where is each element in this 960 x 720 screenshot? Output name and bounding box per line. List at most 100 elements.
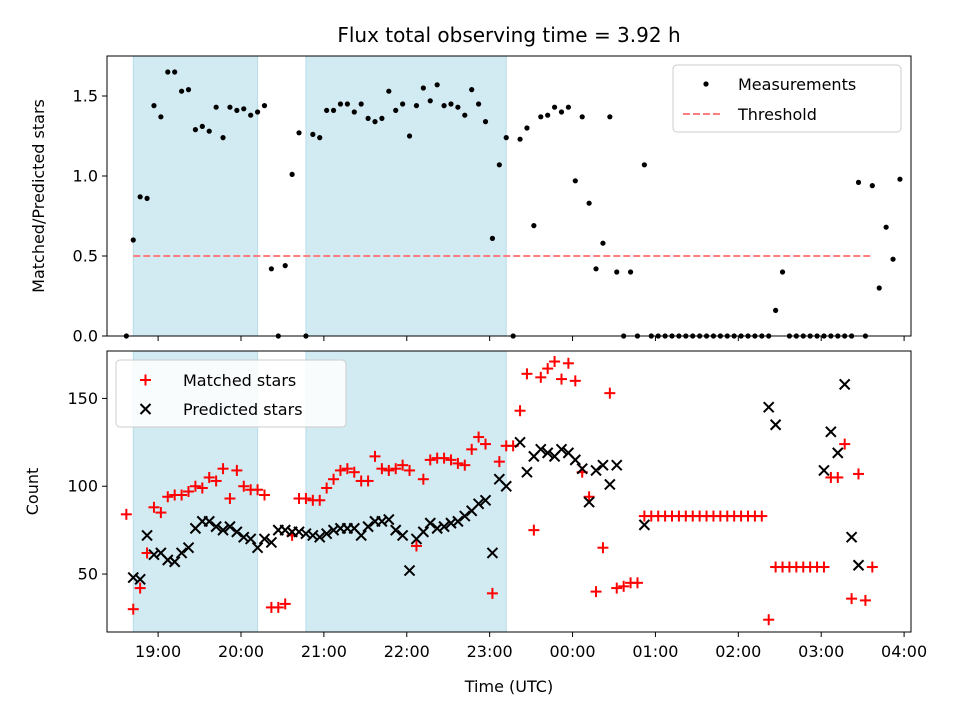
matched-star-marker bbox=[590, 586, 602, 598]
measurement-point bbox=[469, 87, 475, 93]
measurement-point bbox=[773, 307, 779, 313]
matched-star-marker bbox=[604, 387, 616, 399]
matched-star-marker bbox=[542, 363, 554, 375]
matched-star-marker bbox=[417, 473, 429, 485]
top-axes-frame bbox=[106, 55, 912, 337]
legend-dot-marker bbox=[703, 81, 709, 87]
measurement-point bbox=[607, 114, 613, 120]
bottom-y-tick-label: 100 bbox=[67, 477, 98, 496]
measurement-point bbox=[496, 162, 502, 168]
measurement-point bbox=[165, 69, 171, 75]
predicted-star-marker bbox=[459, 510, 471, 522]
predicted-star-marker bbox=[134, 573, 146, 586]
matched-star-marker bbox=[369, 450, 381, 462]
x-tick-label: 20:00 bbox=[218, 642, 264, 661]
matched-star-marker bbox=[321, 482, 333, 494]
bottom-y-tick-label: 150 bbox=[67, 389, 98, 408]
x-tick-label: 03:00 bbox=[798, 642, 844, 661]
matched-star-marker bbox=[217, 463, 229, 475]
measurement-point bbox=[310, 131, 316, 137]
bottom-axes-frame bbox=[106, 350, 912, 633]
predicted-star-marker bbox=[445, 517, 457, 529]
predicted-star-marker bbox=[238, 531, 250, 543]
predicted-star-marker bbox=[203, 515, 215, 528]
measurement-point bbox=[213, 104, 219, 110]
measurement-point bbox=[593, 266, 599, 272]
measurement-point bbox=[158, 114, 164, 120]
bottom-legend: Matched stars Predicted stars bbox=[115, 359, 347, 428]
measurement-point bbox=[869, 183, 875, 189]
measurement-point bbox=[227, 104, 233, 110]
measurement-point bbox=[448, 101, 454, 107]
predicted-star-marker bbox=[362, 520, 374, 533]
matched-star-marker bbox=[846, 593, 858, 605]
measurement-point bbox=[261, 103, 268, 109]
matched-star-marker bbox=[376, 463, 388, 475]
predicted-star-marker bbox=[396, 529, 409, 542]
matched-star-marker bbox=[252, 484, 264, 496]
predicted-star-marker bbox=[244, 533, 257, 545]
predicted-star-marker bbox=[604, 478, 616, 491]
bottom-y-tick-label: 50 bbox=[78, 565, 98, 584]
matched-star-marker bbox=[183, 486, 195, 497]
predicted-star-marker bbox=[514, 436, 526, 449]
measurement-point bbox=[324, 107, 330, 113]
predicted-star-marker bbox=[258, 533, 271, 545]
measurement-point bbox=[441, 103, 447, 109]
matched-star-marker bbox=[597, 542, 609, 554]
x-tick-label: 00:00 bbox=[549, 642, 595, 661]
predicted-star-marker bbox=[265, 536, 278, 549]
matched-star-marker bbox=[818, 561, 830, 573]
measurement-point bbox=[199, 123, 205, 129]
top-y-tick-label: 0.0 bbox=[73, 327, 98, 346]
legend-frame bbox=[115, 359, 347, 428]
predicted-star-marker bbox=[224, 520, 236, 533]
x-tick-label: 23:00 bbox=[467, 642, 513, 661]
predicted-star-marker bbox=[597, 459, 609, 471]
matched-star-marker bbox=[763, 614, 775, 626]
predicted-star-marker bbox=[832, 447, 844, 459]
measurement-point bbox=[185, 87, 192, 93]
measurement-point bbox=[427, 98, 433, 104]
legend-plus-marker bbox=[140, 374, 151, 386]
matched-star-marker bbox=[162, 491, 174, 503]
measurement-point bbox=[386, 88, 392, 94]
matched-star-marker bbox=[231, 464, 243, 476]
matched-star-marker bbox=[859, 594, 871, 606]
predicted-star-marker bbox=[307, 529, 319, 542]
matched-star-marker bbox=[120, 508, 132, 520]
measurement-point bbox=[883, 224, 889, 230]
predicted-star-marker bbox=[590, 464, 602, 477]
matched-star-marker bbox=[210, 475, 222, 487]
predicted-star-marker bbox=[251, 541, 264, 554]
measurement-point bbox=[586, 200, 592, 206]
matched-star-marker bbox=[272, 601, 284, 613]
bottom-panel: 50 100 150 19:00 20:00 21:00 22:00 23:00 00:00 0… bbox=[23, 350, 927, 696]
matched-star-marker bbox=[203, 471, 215, 483]
measurement-point bbox=[455, 104, 461, 110]
matched-star-marker bbox=[189, 480, 201, 492]
measurement-point bbox=[890, 256, 896, 262]
predicted-star-marker bbox=[611, 459, 623, 471]
predicted-star-marker bbox=[521, 466, 533, 478]
matched-star-marker bbox=[521, 368, 533, 380]
measurement-point bbox=[641, 162, 647, 168]
matched-star-marker bbox=[866, 561, 878, 573]
measurement-point bbox=[337, 101, 344, 107]
top-y-tick-label: 0.5 bbox=[73, 247, 98, 266]
measurement-point bbox=[462, 112, 468, 118]
matched-stars-points bbox=[120, 356, 878, 626]
measurement-point bbox=[538, 114, 544, 120]
measurement-point bbox=[558, 109, 565, 115]
legend-entry-threshold: Threshold bbox=[737, 105, 817, 124]
matched-star-marker bbox=[514, 405, 526, 417]
x-tick-label: 21:00 bbox=[301, 642, 347, 661]
top-y-ticks: 0.0 0.5 1.0 1.5 bbox=[73, 87, 107, 346]
matched-star-marker bbox=[583, 491, 595, 503]
measurement-point bbox=[137, 194, 143, 200]
matched-star-marker bbox=[300, 493, 312, 505]
matched-star-marker bbox=[258, 489, 270, 501]
measurement-point bbox=[317, 135, 323, 141]
measurement-point bbox=[627, 269, 634, 275]
measurement-point bbox=[524, 125, 530, 131]
